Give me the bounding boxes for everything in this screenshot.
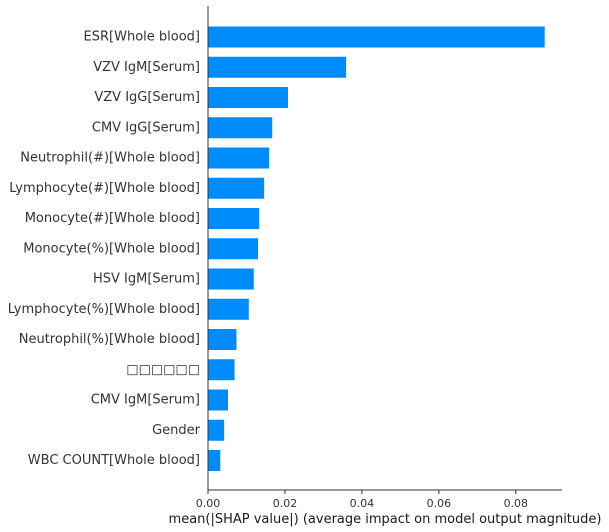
bar-7 — [208, 238, 259, 260]
category-label-7: Monocyte(%)[Whole blood] — [23, 241, 200, 256]
bar-13 — [208, 419, 225, 441]
category-label-3: CMV IgG[Serum] — [92, 120, 200, 135]
category-label-2: VZV IgG[Serum] — [94, 90, 200, 105]
x-ticks: 0.00 0.02 0.04 0.06 0.08 — [196, 490, 528, 510]
category-label-9: Lymphocyte(%)[Whole blood] — [8, 302, 200, 317]
bar-0 — [208, 26, 545, 48]
bar-8 — [208, 268, 254, 290]
category-label-0: ESR[Whole blood] — [84, 30, 200, 45]
category-labels: ESR[Whole blood] VZV IgM[Serum] VZV IgG[Se… — [8, 30, 201, 469]
category-label-10: Neutrophil(%)[Whole blood] — [19, 332, 200, 347]
bar-3 — [208, 117, 273, 139]
bar-4 — [208, 147, 270, 169]
bar-6 — [208, 208, 260, 229]
bar-2 — [208, 87, 289, 108]
x-tick-label-4: 0.08 — [504, 497, 529, 510]
bar-11 — [208, 359, 235, 381]
x-tick-label-3: 0.06 — [427, 497, 452, 510]
bar-5 — [208, 177, 265, 199]
bar-9 — [208, 298, 249, 320]
x-tick-label-0: 0.00 — [196, 497, 221, 510]
category-label-11: □□□□□□ — [126, 362, 200, 377]
bar-1 — [208, 56, 347, 78]
category-label-13: Gender — [152, 423, 201, 438]
category-label-5: Lymphocyte(#)[Whole blood] — [9, 181, 200, 196]
bar-10 — [208, 329, 237, 350]
category-label-14: WBC COUNT[Whole blood] — [28, 453, 200, 468]
category-label-4: Neutrophil(#)[Whole blood] — [20, 151, 200, 166]
bar-14 — [208, 450, 221, 471]
bar-12 — [208, 389, 229, 411]
category-label-12: CMV IgM[Serum] — [91, 393, 200, 408]
x-axis-title: mean(|SHAP value|) (average impact on mo… — [169, 512, 602, 527]
category-label-1: VZV IgM[Serum] — [93, 60, 200, 75]
x-tick-label-1: 0.02 — [273, 497, 298, 510]
category-label-8: HSV IgM[Serum] — [93, 272, 200, 287]
category-label-6: Monocyte(#)[Whole blood] — [25, 211, 200, 226]
x-tick-label-2: 0.04 — [350, 497, 375, 510]
bars-group — [208, 26, 545, 471]
